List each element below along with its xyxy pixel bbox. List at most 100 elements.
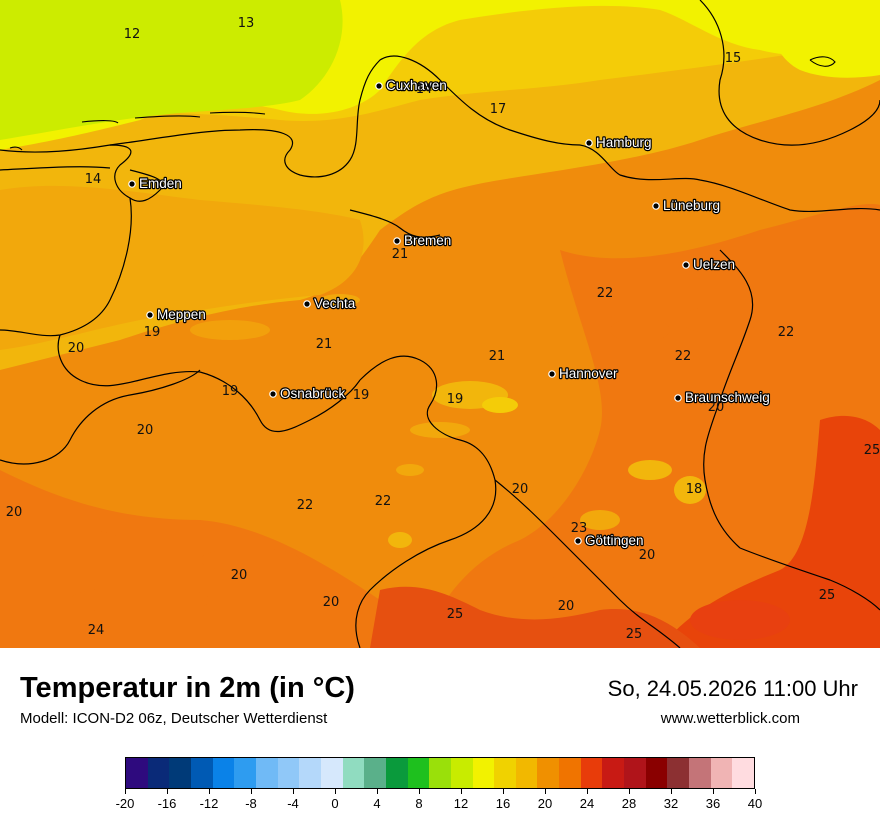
scale-swatch (429, 758, 451, 788)
scale-tick-label: -20 (115, 796, 135, 811)
temperature-value: 20 (512, 482, 529, 497)
scale-tick-label: 4 (373, 796, 381, 811)
scale-tick-label: 32 (663, 796, 679, 811)
scale-swatch (559, 758, 581, 788)
scale-tick-label: -16 (157, 796, 177, 811)
warm-zone-east (420, 204, 880, 648)
city-label: Bremen (404, 233, 451, 248)
temperature-value: 24 (88, 623, 105, 638)
city-marker (146, 311, 154, 319)
scale-swatch (580, 758, 603, 788)
temperature-value: 12 (124, 27, 141, 42)
city-marker (303, 300, 311, 308)
city-hannover[interactable]: Hannover (548, 365, 619, 382)
city-marker (269, 390, 277, 398)
city-marker (548, 370, 556, 378)
city-label: Cuxhaven (386, 78, 447, 93)
scale-tick-label: 8 (415, 796, 423, 811)
scale-tick-label: 20 (537, 796, 553, 811)
temperature-value: 22 (778, 325, 795, 340)
scale-swatch (732, 758, 755, 788)
temperature-value: 20 (231, 568, 248, 583)
city-bremen[interactable]: Bremen (393, 232, 452, 249)
scale-tick-label: -12 (199, 796, 219, 811)
temperature-value: 21 (489, 349, 506, 364)
city-hamburg[interactable]: Hamburg (585, 134, 653, 151)
city-marker (393, 237, 401, 245)
forecast-datetime: So, 24.05.2026 11:00 Uhr (607, 676, 858, 701)
temperature-value: 25 (819, 588, 836, 603)
temperature-value: 25 (447, 607, 464, 622)
city-label: Vechta (314, 296, 356, 311)
scale-swatch (255, 758, 278, 788)
city-göttingen[interactable]: Göttingen (574, 532, 645, 549)
city-osnabrück[interactable]: Osnabrück (269, 385, 347, 402)
scale-swatch (624, 758, 646, 788)
temperature-value: 20 (639, 548, 656, 563)
website-link[interactable]: www.wetterblick.com (660, 710, 800, 727)
footer: Temperatur in 2m (in °C) Modell: ICON-D2… (0, 648, 880, 830)
city-label: Uelzen (693, 257, 735, 272)
scale-swatch (320, 758, 343, 788)
city-label: Göttingen (585, 533, 644, 548)
scale-swatch (147, 758, 170, 788)
temperature-value: 22 (297, 498, 314, 513)
city-meppen[interactable]: Meppen (146, 306, 207, 323)
scale-tick (335, 789, 336, 794)
city-marker (574, 537, 582, 545)
scale-swatch (364, 758, 386, 788)
scale-tick-label: 40 (747, 796, 763, 811)
borders (0, 0, 880, 648)
temperature-value: 15 (725, 51, 742, 66)
temperature-value: 19 (144, 325, 161, 340)
city-label: Braunschweig (685, 390, 770, 405)
city-marker (585, 139, 593, 147)
temperature-value: 20 (558, 599, 575, 614)
scale-swatch (689, 758, 711, 788)
scale-tick (167, 789, 168, 794)
temperature-value: 14 (85, 172, 102, 187)
temperature-value: 13 (238, 16, 255, 31)
city-uelzen[interactable]: Uelzen (682, 256, 736, 273)
temperature-value: 20 (137, 423, 154, 438)
scale-swatch (126, 758, 148, 788)
scale-swatch (299, 758, 321, 788)
temperature-value: 22 (375, 494, 392, 509)
city-label: Hannover (559, 366, 618, 381)
temperature-value: 20 (68, 341, 85, 356)
city-braunschweig[interactable]: Braunschweig (674, 389, 771, 406)
scale-tick (755, 789, 756, 794)
city-label: Lüneburg (663, 198, 720, 213)
city-lüneburg[interactable]: Lüneburg (652, 197, 721, 214)
city-label: Meppen (157, 307, 206, 322)
scale-tick (461, 789, 462, 794)
scale-swatch (385, 758, 408, 788)
scale-tick (251, 789, 252, 794)
model-subtitle: Modell: ICON-D2 06z, Deutscher Wetterdie… (20, 710, 328, 727)
temperature-value: 17 (490, 102, 507, 117)
map-title: Temperatur in 2m (in °C) (20, 672, 355, 704)
scale-swatch (169, 758, 191, 788)
scale-tick-label: 12 (453, 796, 469, 811)
scale-tick (587, 789, 588, 794)
temperature-map[interactable]: Cuxhaven Hamburg Emden Lüneburg Bremen Uelzen… (0, 0, 880, 648)
city-emden[interactable]: Emden (128, 175, 183, 192)
scale-tick-label: -8 (245, 796, 257, 811)
city-label: Emden (139, 176, 182, 191)
color-scale-bar (125, 757, 755, 789)
city-marker (128, 180, 136, 188)
city-marker (682, 261, 690, 269)
temperature-value: 19 (353, 388, 370, 403)
city-vechta[interactable]: Vechta (303, 295, 357, 312)
scale-tick (713, 789, 714, 794)
scale-tick (125, 789, 126, 794)
scale-tick (671, 789, 672, 794)
temperature-value: 22 (675, 349, 692, 364)
scale-tick-label: 0 (331, 796, 339, 811)
scale-tick-label: -4 (287, 796, 299, 811)
north-sea-lime (0, 0, 343, 140)
city-cuxhaven[interactable]: Cuxhaven (375, 77, 448, 94)
scale-swatch (277, 758, 300, 788)
scale-swatch (472, 758, 495, 788)
scale-tick-label: 36 (705, 796, 721, 811)
